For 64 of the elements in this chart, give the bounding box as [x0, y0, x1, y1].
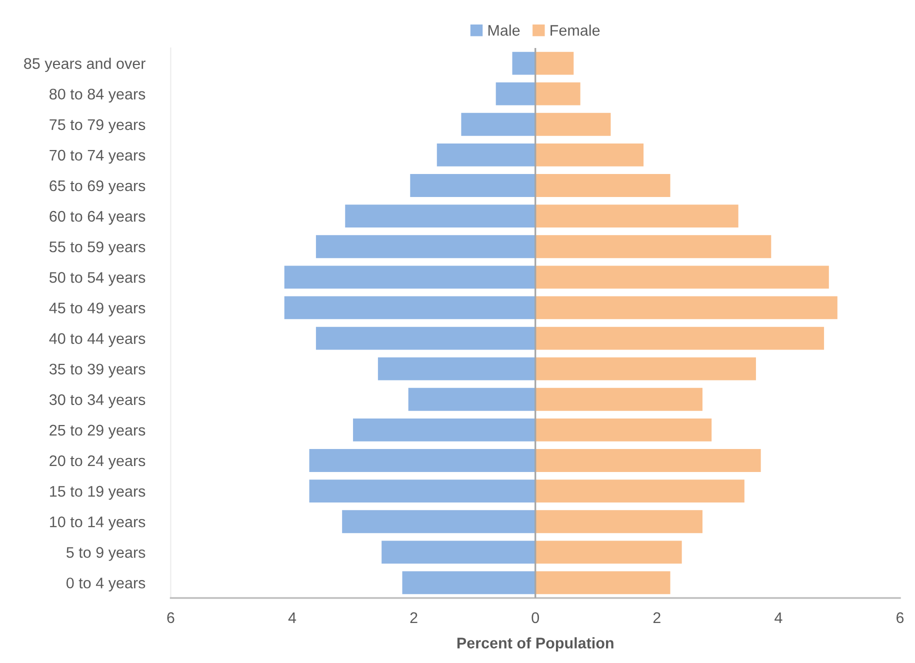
x-tick-label: 6: [167, 612, 174, 624]
y-tick-label: 5 to 9 years: [66, 547, 146, 561]
bar: [382, 540, 536, 564]
bar: [353, 418, 536, 442]
bar: [535, 571, 670, 594]
bar: [535, 82, 580, 106]
bar: [316, 326, 536, 350]
legend-label: Male: [488, 24, 520, 36]
y-tick-label: 65 to 69 years: [50, 180, 146, 194]
y-tick-label: 75 to 79 years: [50, 119, 146, 134]
bar: [309, 449, 536, 472]
bar: [284, 296, 536, 320]
bar: [496, 82, 536, 106]
x-tick-label: 4: [288, 612, 296, 623]
y-tick-label: 60 to 64 years: [50, 210, 146, 225]
bar: [535, 235, 772, 258]
x-tick-label: 2: [653, 612, 660, 623]
bar: [535, 540, 682, 564]
y-tick-label: 0 to 4 years: [66, 578, 146, 592]
x-tick-label: 0: [532, 612, 539, 624]
bar: [535, 174, 670, 197]
bar: [436, 143, 536, 166]
bar: [535, 449, 761, 472]
bar: [316, 235, 536, 258]
y-tick-label: 80 to 84 years: [50, 88, 146, 103]
y-tick-label: 70 to 74 years: [50, 150, 146, 164]
bar: [535, 388, 702, 411]
y-tick-label: 10 to 14 years: [50, 516, 146, 530]
x-tick-label: 2: [410, 612, 418, 623]
y-tick-label: 50 to 54 years: [50, 272, 146, 286]
bar: [535, 357, 756, 380]
bar: [535, 52, 574, 75]
bar: [535, 112, 611, 136]
y-tick-label: 55 to 59 years: [50, 241, 146, 256]
bar: [535, 326, 824, 350]
bar: [345, 204, 536, 228]
bar: [408, 388, 536, 411]
x-tick-label: 6: [896, 612, 904, 624]
bar: [309, 480, 536, 503]
y-tick-label: 40 to 44 years: [49, 333, 146, 347]
bar: [535, 143, 644, 166]
legend-label: Female: [550, 24, 600, 36]
bar: [342, 510, 536, 534]
bar: [461, 112, 536, 136]
y-tick-label: 35 to 39 years: [49, 364, 146, 378]
y-tick-label: 20 to 24 years: [50, 455, 146, 470]
bar: [535, 418, 712, 442]
y-tick-label: 30 to 34 years: [49, 394, 146, 408]
bar: [535, 296, 838, 320]
bar: [378, 357, 536, 380]
y-tick-label: 15 to 19 years: [50, 486, 146, 500]
y-tick-label: 25 to 29 years: [50, 424, 146, 439]
x-tick-label: 4: [774, 612, 782, 623]
bar: [535, 266, 829, 289]
bar: [535, 480, 744, 503]
bar: [402, 571, 536, 594]
bar: [512, 52, 536, 75]
bar: [284, 266, 536, 289]
y-tick-label: 45 to 49 years: [49, 302, 146, 316]
bar: [535, 204, 738, 228]
x-axis-title: Percent of Population: [457, 637, 614, 652]
bar: [535, 510, 702, 534]
y-tick-label: 85 years and over: [24, 58, 146, 72]
bar: [410, 174, 536, 197]
